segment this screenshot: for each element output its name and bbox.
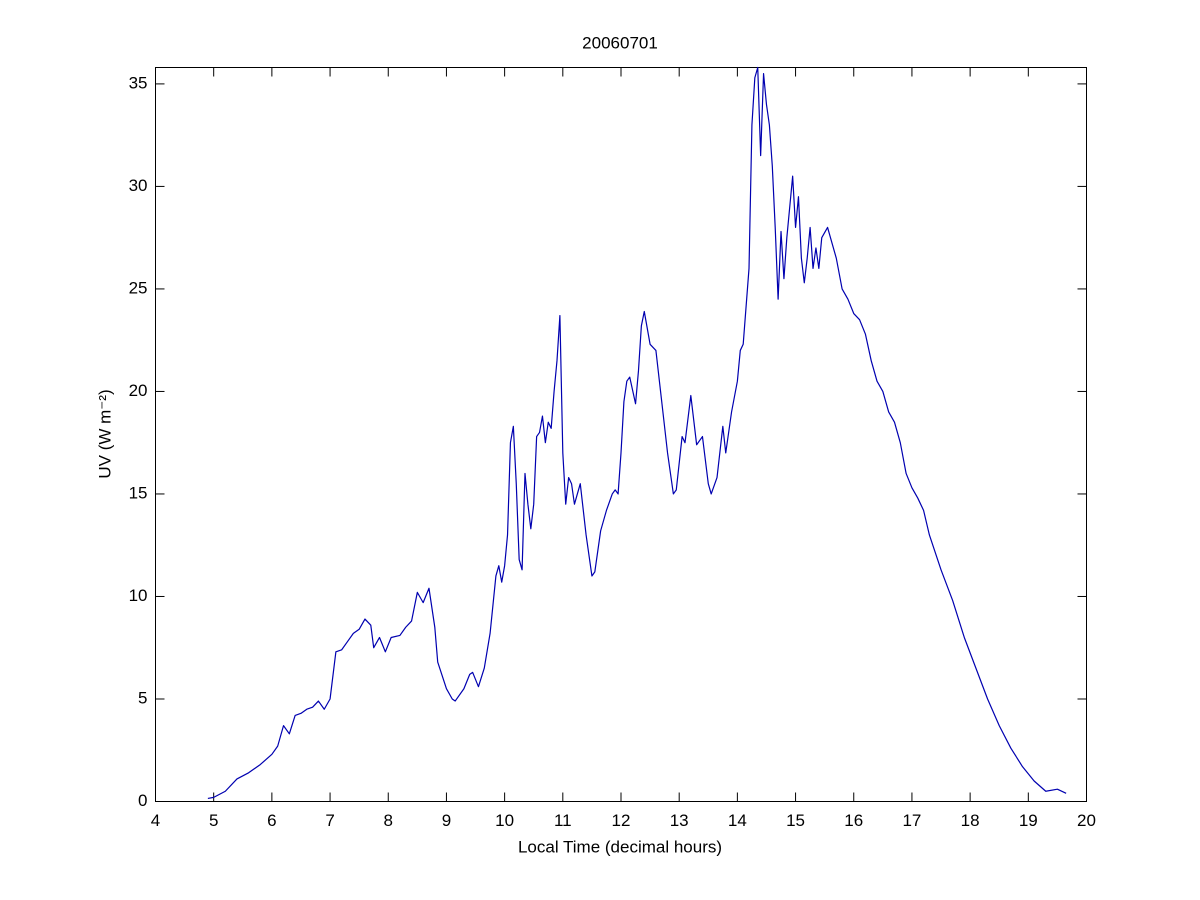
y-tick-label: 20	[129, 381, 148, 400]
x-tick-label: 11	[554, 811, 572, 830]
x-tick-label: 17	[902, 811, 921, 830]
x-tick-label: 6	[267, 811, 276, 830]
y-tick-label: 15	[129, 483, 148, 502]
x-tick-label: 7	[325, 811, 334, 830]
x-tick-label: 19	[1019, 811, 1038, 830]
x-tick-label: 20	[1077, 811, 1096, 830]
x-tick-label: 18	[961, 811, 980, 830]
x-tick-label: 10	[495, 811, 514, 830]
y-tick-label: 35	[129, 73, 148, 92]
y-tick-label: 0	[138, 791, 147, 810]
y-tick-label: 10	[129, 586, 148, 605]
y-tick-label: 5	[138, 688, 147, 707]
x-tick-label: 13	[670, 811, 689, 830]
x-tick-label: 5	[209, 811, 218, 830]
y-axis-label: UV (W m⁻²)	[95, 389, 114, 478]
x-tick-label: 16	[844, 811, 863, 830]
y-tick-label: 25	[129, 278, 148, 297]
data-line	[207, 66, 1067, 800]
y-tick-label: 30	[129, 176, 148, 195]
x-tick-label: 8	[384, 811, 393, 830]
x-tick-label: 14	[728, 811, 747, 830]
x-tick-label: 4	[151, 811, 160, 830]
x-tick-label: 9	[442, 811, 451, 830]
chart-title: 20060701	[582, 33, 658, 52]
plot-frame	[155, 67, 1087, 802]
x-tick-label: 15	[786, 811, 805, 830]
x-tick-label: 12	[612, 811, 631, 830]
x-axis-label: Local Time (decimal hours)	[518, 837, 722, 856]
